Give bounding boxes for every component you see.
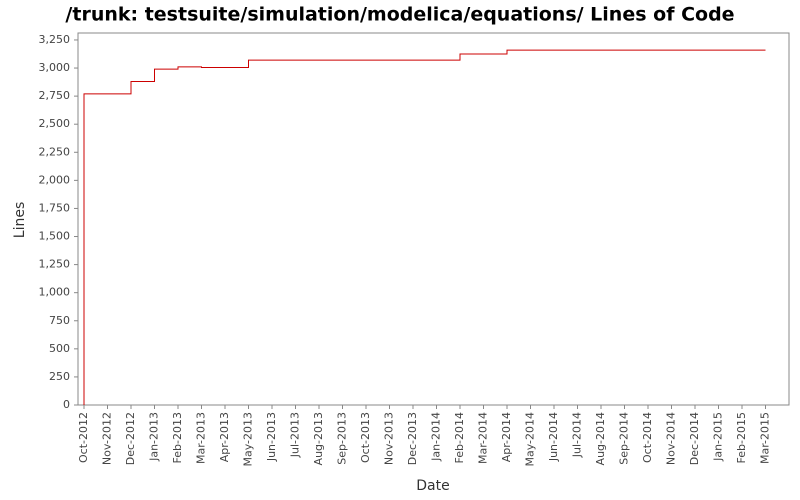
x-tick-label: Jan-2013 [148,412,161,462]
x-tick-label: Feb-2013 [171,412,184,463]
chart-title: /trunk: testsuite/simulation/modelica/eq… [65,4,734,26]
x-tick-label: Nov-2014 [665,412,678,465]
y-tick-label: 750 [49,314,70,327]
y-tick-label: 2,250 [39,145,71,158]
y-tick-label: 1,000 [39,286,71,299]
x-tick-label: Oct-2014 [641,412,654,463]
x-tick-label: May-2013 [242,412,255,467]
y-tick-label: 1,750 [39,201,71,214]
x-tick-label: Feb-2014 [453,412,466,463]
y-tick-label: 500 [49,342,70,355]
x-tick-label: Jul-2014 [571,412,584,458]
x-tick-label: Oct-2012 [77,412,90,463]
x-tick-label: Jan-2014 [430,412,443,462]
x-tick-label: Oct-2013 [359,412,372,463]
x-tick-label: Nov-2012 [101,412,114,465]
x-tick-label: Mar-2013 [195,412,208,464]
x-tick-label: Jul-2013 [289,412,302,458]
x-axis-title: Date [416,478,449,494]
x-tick-label: Jan-2015 [712,412,725,462]
x-tick-label: Aug-2014 [594,412,607,465]
x-tick-label: Nov-2013 [383,412,396,465]
x-tick-label: Sep-2013 [336,412,349,465]
y-tick-label: 2,750 [39,89,71,102]
y-tick-label: 2,500 [39,117,71,130]
y-tick-label: 3,250 [39,33,71,46]
x-tick-label: Dec-2012 [124,412,137,465]
y-tick-label: 1,500 [39,230,71,243]
plot-area [77,32,790,406]
x-tick-label: Dec-2013 [406,412,419,465]
x-tick-label: Mar-2015 [759,412,772,464]
x-tick-label: May-2014 [524,412,537,467]
x-tick-label: Apr-2014 [500,412,513,462]
y-tick-label: 2,000 [39,173,71,186]
y-tick-label: 0 [63,398,70,411]
x-tick-label: Mar-2014 [477,412,490,464]
x-tick-label: Aug-2013 [312,412,325,465]
y-axis-title: Lines [12,202,28,238]
x-tick-label: Jun-2014 [547,412,560,462]
data-line [83,49,766,405]
x-tick-label: Dec-2014 [688,412,701,465]
x-tick-label: Sep-2014 [618,412,631,465]
y-tick-label: 1,250 [39,258,71,271]
x-tick-label: Jun-2013 [265,412,278,462]
x-tick-label: Feb-2015 [735,412,748,463]
x-tick-label: Apr-2013 [218,412,231,462]
y-tick-label: 3,000 [39,61,71,74]
y-tick-label: 250 [49,370,70,383]
